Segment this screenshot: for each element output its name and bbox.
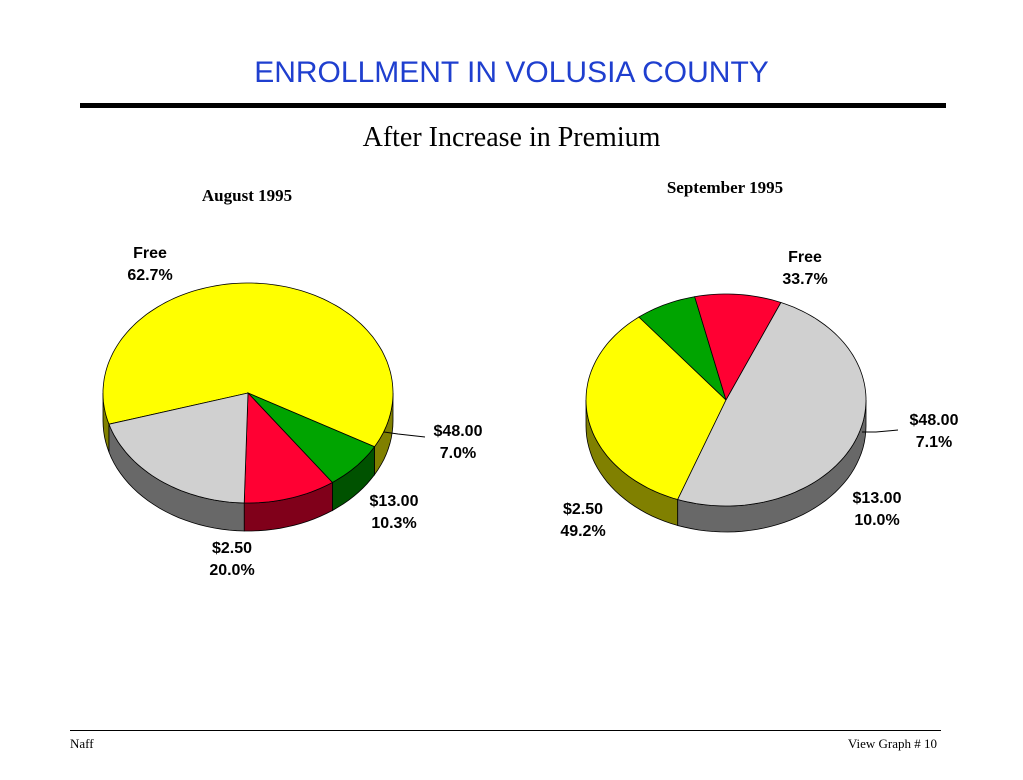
pie-0-slice-usd-13-00 — [243, 392, 334, 504]
pie-0-label-usd-48-00: $48.00 — [434, 423, 483, 440]
footer-page-number: View Graph # 10 — [847, 736, 937, 751]
footer-divider — [70, 730, 941, 731]
pie-0-slice-free — [102, 282, 394, 448]
pie-1-slice-usd-48-00 — [638, 296, 727, 402]
pie-1-slice-free — [585, 316, 727, 500]
pie-1-leader-usd-48-00 — [862, 429, 899, 433]
pie-september: Free 33.7% $48.00 7.1% $13.00 10.0% $2.50 49.2% — [560, 249, 958, 540]
pie-1-pct-free: 33.7% — [782, 271, 827, 288]
pie-1-pct-usd-2-50: 49.2% — [560, 523, 605, 540]
pie-0-label-usd-13-00: $13.00 — [370, 493, 419, 510]
pie-1-slice-usd-13-00 — [694, 293, 782, 402]
pie-0-pct-usd-2-50: 20.0% — [209, 562, 254, 579]
pie-1-pct-usd-13-00: 10.0% — [854, 512, 899, 529]
pie-1-label-free: Free — [788, 249, 822, 266]
chart-title-august: August 1995 — [202, 186, 292, 205]
chart-title-september: September 1995 — [667, 178, 783, 197]
pie-0-pct-usd-48-00: 7.0% — [440, 445, 476, 462]
slide-subtitle: After Increase in Premium — [362, 122, 661, 153]
pie-0-label-usd-2-50: $2.50 — [212, 540, 252, 557]
pie-0-pct-usd-13-00: 10.3% — [371, 515, 416, 532]
pie-0-slice-usd-48-00 — [247, 392, 376, 484]
pie-1-label-usd-48-00: $48.00 — [910, 412, 959, 429]
pie-1-pct-usd-48-00: 7.1% — [916, 434, 952, 451]
slide-title: ENROLLMENT IN VOLUSIA COUNTY — [254, 56, 769, 89]
pie-0-slice-usd-2-50 — [108, 392, 249, 504]
footer-author: Naff — [70, 736, 94, 751]
pie-1-slice-usd-2-50 — [677, 302, 867, 507]
pie-0-leader-usd-48-00 — [383, 431, 426, 438]
pie-1-label-usd-2-50: $2.50 — [563, 501, 603, 518]
title-divider — [80, 103, 946, 108]
pie-1-label-usd-13-00: $13.00 — [853, 490, 902, 507]
pie-0-pct-free: 62.7% — [127, 267, 172, 284]
pie-august: Free 62.7% $48.00 7.0% $13.00 10.3% $2.50 20.0% — [102, 245, 483, 579]
pie-0-label-free: Free — [133, 245, 167, 262]
